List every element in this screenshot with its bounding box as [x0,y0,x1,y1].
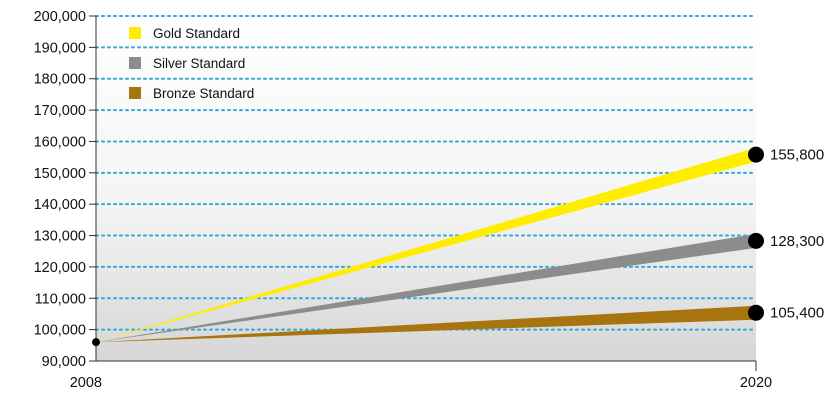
end-value-label: 105,400 [770,305,824,322]
end-point-marker [748,146,764,163]
end-value-label: 155,800 [770,147,824,164]
legend-label: Bronze Standard [153,86,254,101]
y-tick-label: 140,000 [34,197,86,213]
x-tick-label: 2008 [70,375,102,391]
grid [95,15,757,331]
series-band [96,233,756,343]
y-tick-label: 170,000 [34,103,86,119]
series-band [96,305,756,343]
legend-swatch [129,57,141,69]
end-point-marker [748,304,764,321]
legend-swatch [129,27,141,39]
y-tick-label: 180,000 [34,72,86,88]
y-tick-label: 90,000 [42,354,86,370]
series [96,147,756,343]
y-tick-label: 110,000 [35,291,86,307]
legend: Gold Standard Silver Standard Bronze Stand… [129,26,254,101]
y-tick-label: 200,000 [34,9,86,25]
y-tick-label: 130,000 [34,229,86,245]
axes: 90,000 100,000 110,000 120,000 130,000 140,00… [34,9,773,391]
markers: 155,800 128,300 105,400 [92,146,824,347]
y-tick-label: 120,000 [34,260,86,276]
x-tick-label: 2020 [740,375,772,391]
start-point-marker [92,338,100,347]
legend-label: Silver Standard [153,56,245,71]
series-band [96,147,756,343]
y-tick-label: 160,000 [34,134,86,150]
y-tick-label: 100,000 [34,323,86,339]
y-tick-label: 190,000 [34,40,86,56]
legend-swatch [129,87,141,99]
legend-label: Gold Standard [153,26,240,41]
y-tick-label: 150,000 [34,166,86,182]
end-point-marker [748,232,764,249]
end-value-label: 128,300 [770,233,824,250]
